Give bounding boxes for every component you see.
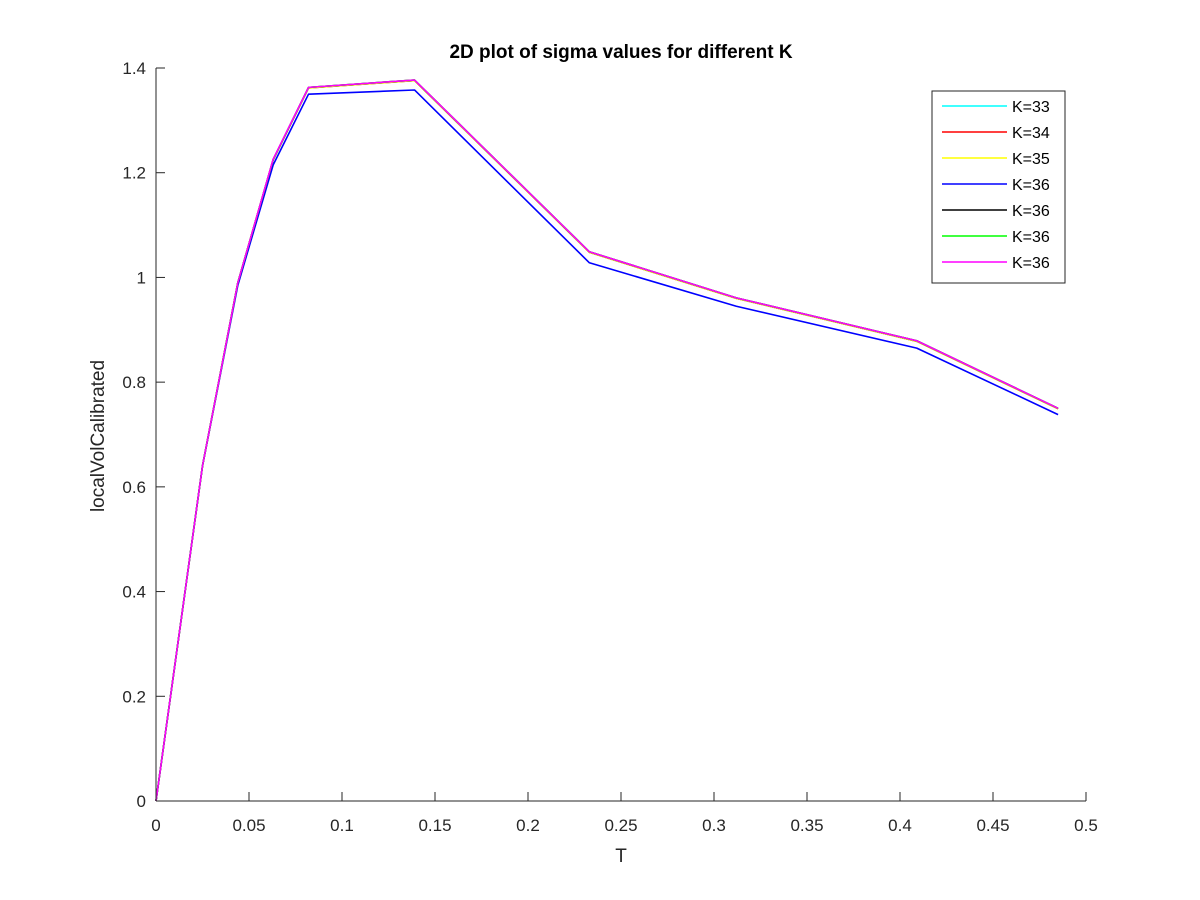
x-tick-label: 0.5 — [1074, 816, 1098, 835]
y-axis-label: localVolCalibrated — [88, 360, 109, 512]
legend-label: K=36 — [1012, 177, 1050, 194]
legend-label: K=36 — [1012, 229, 1050, 246]
y-tick-label: 0.4 — [122, 583, 146, 602]
legend-label: K=36 — [1012, 255, 1050, 272]
axes-layer: 0 0.05 0.1 0.15 0.2 0.25 0.3 0.35 0.4 0.45 0.5 0 0.2… — [122, 59, 1097, 835]
x-tick-label: 0.25 — [604, 816, 637, 835]
y-tick-label: 1.4 — [122, 59, 146, 78]
y-tick-label: 0.2 — [122, 687, 146, 706]
x-tick-label: 0.05 — [232, 816, 265, 835]
y-tick-label: 0.8 — [122, 373, 146, 392]
series-layer — [155, 79, 1059, 802]
y-tick-label: 0.6 — [122, 478, 146, 497]
legend-box — [931, 90, 1066, 284]
legend-label: K=35 — [1012, 151, 1050, 168]
x-tick-label: 0 — [151, 816, 160, 835]
legend-label: K=36 — [1012, 203, 1050, 220]
x-tick-label: 0.15 — [418, 816, 451, 835]
chart-title: 2D plot of sigma values for different K — [449, 42, 792, 63]
y-tick-label: 0 — [137, 792, 146, 811]
y-tick-label: 1.2 — [122, 164, 146, 183]
x-tick-label: 0.4 — [888, 816, 912, 835]
y-tick-label: 1 — [137, 268, 146, 287]
x-tick-label: 0.35 — [790, 816, 823, 835]
plot-area — [156, 68, 1086, 801]
x-tick-label: 0.2 — [516, 816, 540, 835]
legend-label: K=34 — [1012, 125, 1050, 142]
legend-label: K=33 — [1012, 99, 1050, 116]
x-tick-label: 0.1 — [330, 816, 354, 835]
series-line-7 — [155, 79, 1059, 802]
legend: K=33 K=34 K=35 K=36 K=36 K=36 K=36 — [931, 90, 1066, 284]
x-tick-label: 0.3 — [702, 816, 726, 835]
x-tick-label: 0.45 — [976, 816, 1009, 835]
x-axis-label: T — [615, 846, 627, 867]
plot-background — [156, 68, 1086, 801]
